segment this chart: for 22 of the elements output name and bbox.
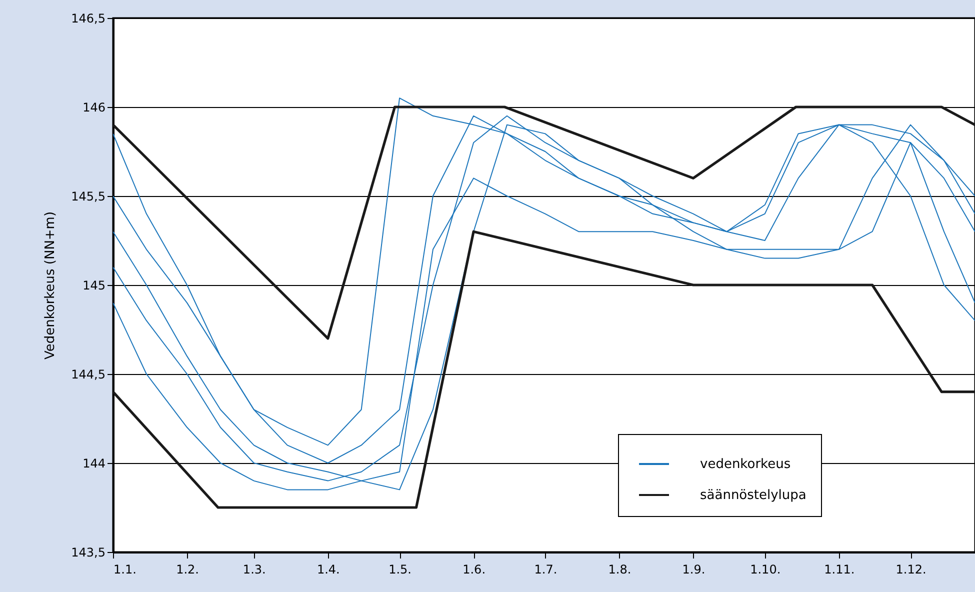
y-tick-label: 144,5 [71, 368, 106, 382]
x-tick-label: 1.11. [824, 562, 855, 576]
y-tick-label: 143,5 [71, 546, 106, 560]
x-tick-label: 1.3. [242, 562, 266, 576]
x-tick-label: 1.1. [114, 562, 136, 576]
x-tick-label: 1.12. [896, 562, 926, 576]
x-tick-label: 1.5. [388, 562, 412, 576]
y-tick-label: 146 [82, 100, 106, 114]
x-tick-label: 1.7. [534, 562, 558, 576]
y-tick-label: 145 [82, 278, 106, 292]
x-tick-label: 1.4. [316, 562, 340, 576]
x-tick-label: 1.9. [682, 562, 706, 576]
x-tick-label: 1.6. [462, 562, 486, 576]
y-axis-title: Vedenkorkeus (NN+m) [43, 211, 58, 360]
y-tick-label: 145,5 [71, 190, 106, 204]
legend-label: säännöstelylupa [700, 488, 806, 503]
y-tick-label: 146,5 [71, 12, 106, 26]
legend-label: vedenkorkeus [700, 457, 791, 472]
y-tick-label: 144 [82, 456, 106, 470]
x-tick-label: 1.8. [608, 562, 632, 576]
x-tick-label: 1.2. [176, 562, 199, 576]
x-tick-label: 1.10. [750, 562, 781, 576]
